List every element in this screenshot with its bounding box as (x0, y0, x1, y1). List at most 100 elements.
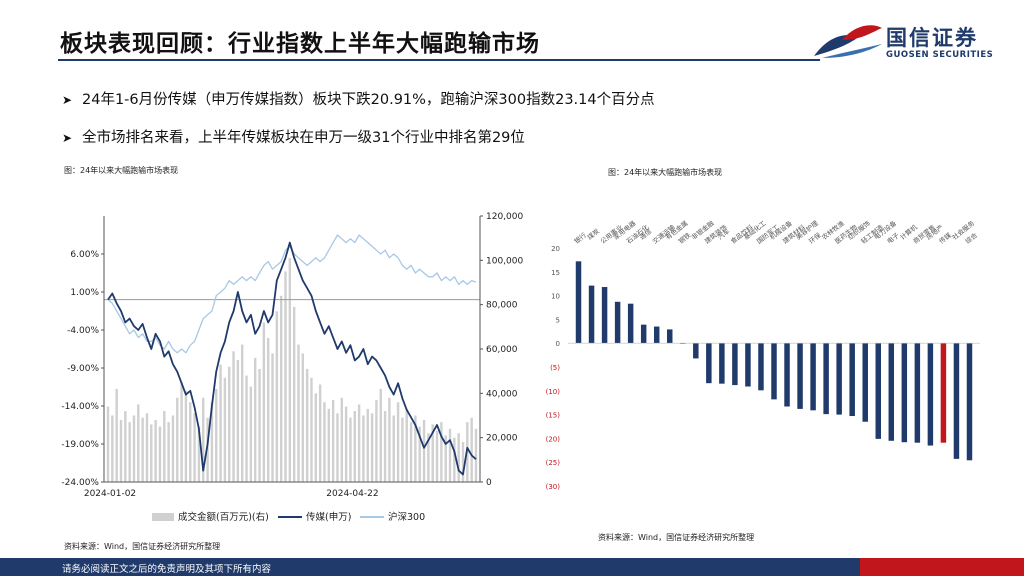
volume-bar (440, 422, 443, 482)
volume-bar (128, 422, 131, 482)
legend-hs300-label: 沪深300 (388, 511, 425, 523)
legend-volume-swatch (152, 513, 174, 521)
volume-bar (292, 306, 296, 482)
volume-bar (431, 424, 434, 482)
volume-bar (176, 397, 179, 482)
footer-bar (0, 558, 1024, 576)
volume-bar (219, 364, 222, 482)
logo-wave-red-icon (842, 25, 882, 40)
category-label: 银行 (572, 230, 588, 245)
right-chart-caption: 图：24年以来大幅跑输市场表现 (608, 168, 723, 177)
bullet-2-text: 全市场排名来看，上半年传媒板块在申万一级31个行业中排名第29位 (82, 130, 525, 146)
volume-bar (318, 384, 322, 482)
right-tick-label: 100,000 (486, 256, 523, 266)
media-line (107, 241, 477, 476)
volume-bar (357, 404, 361, 482)
bar-y-tick-label: (25) (546, 459, 561, 467)
industry-bar (758, 343, 764, 391)
volume-bar (327, 408, 331, 482)
left-tick-label: -4.00% (67, 326, 99, 336)
volume-bar (258, 368, 261, 482)
right-tick-label: 20,000 (486, 434, 518, 444)
volume-bar (331, 399, 335, 482)
volume-bar (163, 411, 166, 482)
volume-bar (202, 397, 205, 482)
industry-bar (640, 324, 647, 344)
bar-y-tick-label: 5 (556, 316, 560, 324)
volume-bar (353, 411, 356, 482)
bullet-arrow-icon: ➤ (62, 93, 73, 107)
volume-bar (215, 388, 218, 482)
industry-bar (732, 343, 738, 386)
volume-bar (444, 435, 447, 482)
volume-bar (461, 442, 465, 482)
volume-bar (305, 368, 309, 482)
industry-bar (862, 343, 868, 422)
industry-bar (914, 343, 921, 443)
volume-bar (401, 417, 404, 482)
x-tick-label: 2024-01-02 (84, 489, 136, 499)
volume-bar (210, 402, 214, 482)
volume-bar (392, 415, 395, 482)
industry-bar (784, 343, 790, 407)
volume-bar (111, 415, 114, 482)
industry-bar (719, 343, 725, 384)
left-chart: 6.00% 1.00% -4.00% -9.00% -14.00% -19.00% -24.… (61, 212, 523, 523)
footer-accent (860, 558, 1024, 576)
volume-bar (184, 391, 188, 482)
industry-bar (849, 343, 855, 417)
volume-bar (180, 382, 183, 482)
logo-emblem (814, 25, 882, 58)
right-tick-label: 60,000 (486, 345, 518, 355)
industry-bar (614, 301, 621, 344)
industry-bar (823, 343, 829, 415)
industry-bar (653, 326, 660, 344)
volume-bar (379, 388, 382, 482)
left-tick-label: 1.00% (70, 288, 99, 298)
left-chart-caption: 图：24年以来大幅跑输市场表现 (64, 166, 179, 175)
volume-bar (249, 386, 253, 482)
volume-bar (470, 417, 473, 482)
volume-bar (279, 295, 283, 482)
bar-y-tick-label: (20) (546, 435, 561, 443)
industry-bar (953, 343, 960, 459)
volume-bar (362, 415, 365, 482)
volume-bar (453, 437, 456, 482)
bar-y-tick-label: (15) (546, 412, 561, 420)
volume-bar (414, 415, 417, 482)
industry-bar (966, 343, 973, 461)
volume-bar (474, 428, 478, 482)
volume-bar (314, 393, 318, 482)
volume-bar (336, 413, 339, 482)
volume-bar (232, 351, 235, 482)
right-tick-label: 40,000 (486, 389, 518, 399)
bar-y-tick-label: (30) (546, 483, 561, 491)
volume-bar (375, 399, 378, 482)
industry-bar (667, 329, 673, 344)
industry-bar (693, 343, 699, 359)
volume-bar (241, 344, 244, 482)
volume-bar (275, 311, 279, 482)
bullet-1: ➤ 24年1-6月份传媒（申万传媒指数）板块下跌20.91%，跑输沪深300指数2… (62, 88, 655, 109)
volume-bar (284, 271, 287, 482)
volume-bar (457, 433, 460, 482)
left-tick-label: -19.00% (61, 440, 99, 450)
volume-bar (124, 411, 127, 482)
volume-bar (388, 397, 391, 482)
volume-bar (288, 258, 292, 482)
volume-bar (396, 402, 400, 482)
right-tick-label: 120,000 (486, 212, 523, 222)
volume-bar (245, 375, 248, 482)
industry-bar (601, 287, 608, 344)
volume-bar (228, 366, 231, 482)
bar-y-tick-label: 15 (551, 269, 560, 277)
industry-bar (836, 343, 842, 415)
volume-bar (435, 431, 439, 482)
logo-wave-blue-icon (822, 44, 882, 58)
right-chart-source: 资料来源：Wind，国信证券经济研究所整理 (598, 533, 755, 542)
volume-bar (448, 428, 452, 482)
volume-bar (106, 406, 110, 482)
bullet-1-text: 24年1-6月份传媒（申万传媒指数）板块下跌20.91%，跑输沪深300指数23… (82, 92, 655, 108)
left-tick-label: -9.00% (67, 364, 99, 374)
footer-disclaimer: 请务必阅读正文之后的免责声明及其项下所有内容 (62, 564, 272, 575)
